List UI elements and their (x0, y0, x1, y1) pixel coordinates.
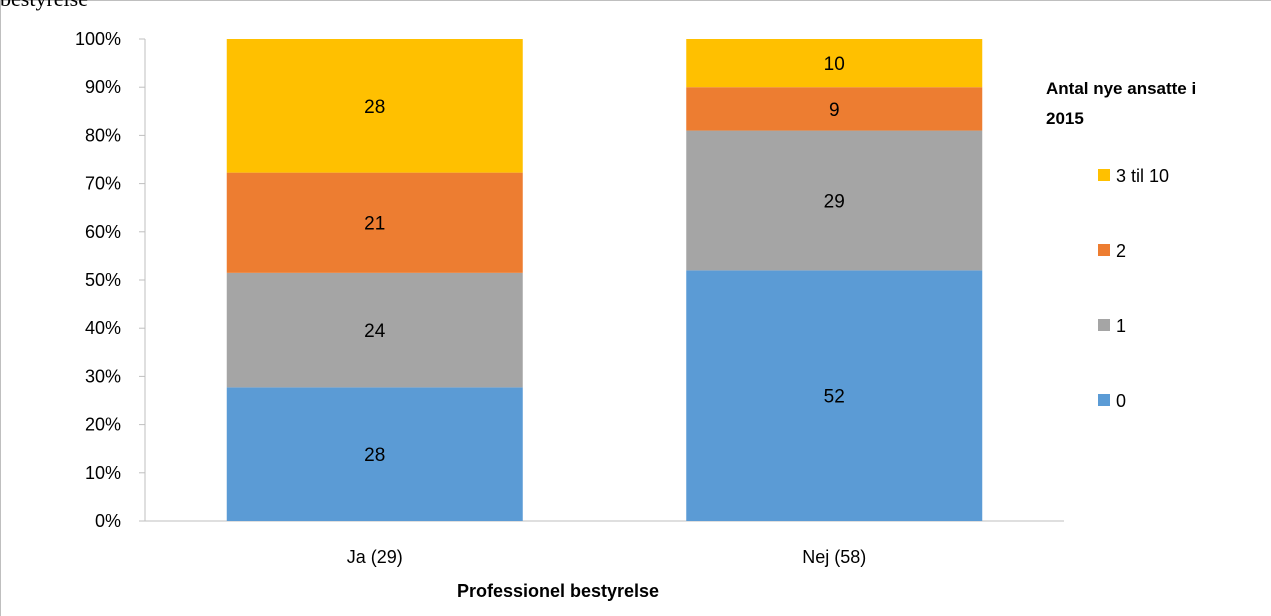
plot-area: 0% 10% 20% 30% 40% 50% 60% 70% 80% 90% 100% 28 24 21 2… (75, 29, 1064, 567)
bar-segment (686, 130, 983, 271)
y-tick-label: 70% (85, 174, 121, 194)
bar-segment (226, 172, 523, 273)
legend-label: 2 (1116, 241, 1126, 261)
bar-segment (686, 87, 983, 131)
y-tick-label: 10% (85, 463, 121, 483)
y-tick-label: 0% (95, 511, 121, 531)
bar-segment (226, 272, 523, 388)
legend-label: 0 (1116, 391, 1126, 411)
y-tick-label: 90% (85, 77, 121, 97)
bar-segment (226, 387, 523, 521)
y-tick-label: 80% (85, 125, 121, 145)
legend-label: 1 (1116, 316, 1126, 336)
y-tick-label: 60% (85, 222, 121, 242)
y-tick-label: 50% (85, 270, 121, 290)
legend-swatch (1098, 394, 1110, 406)
legend-swatch (1098, 319, 1110, 331)
data-label: 52 (824, 387, 845, 408)
y-tick-label: 30% (85, 366, 121, 386)
bar-segment (686, 39, 983, 88)
y-tick-label: 20% (85, 415, 121, 435)
data-label: 28 (364, 445, 385, 466)
legend-label: 3 til 10 (1116, 166, 1169, 186)
x-tick-label: Nej (58) (802, 547, 866, 567)
data-label: 10 (824, 54, 845, 75)
y-tick-label: 40% (85, 318, 121, 338)
data-label: 29 (824, 191, 845, 212)
data-label: 9 (829, 100, 840, 121)
bar-segment (686, 270, 983, 521)
legend: Antal nye ansatte i 2015 3 til 10 2 1 0 (1046, 79, 1196, 411)
data-label: 24 (364, 321, 386, 342)
legend-title: Antal nye ansatte i (1046, 79, 1196, 98)
y-tick-label: 100% (75, 29, 121, 49)
x-axis-title: Professionel bestyrelse (457, 581, 659, 601)
x-tick-label: Ja (29) (347, 547, 403, 567)
data-label: 21 (364, 214, 385, 235)
legend-title: 2015 (1046, 109, 1084, 128)
legend-swatch (1098, 244, 1110, 256)
page-header-fragment: bestyrelse (0, 0, 88, 12)
data-label: 28 (364, 97, 385, 118)
legend-swatch (1098, 169, 1110, 181)
bar-segment (226, 39, 523, 173)
